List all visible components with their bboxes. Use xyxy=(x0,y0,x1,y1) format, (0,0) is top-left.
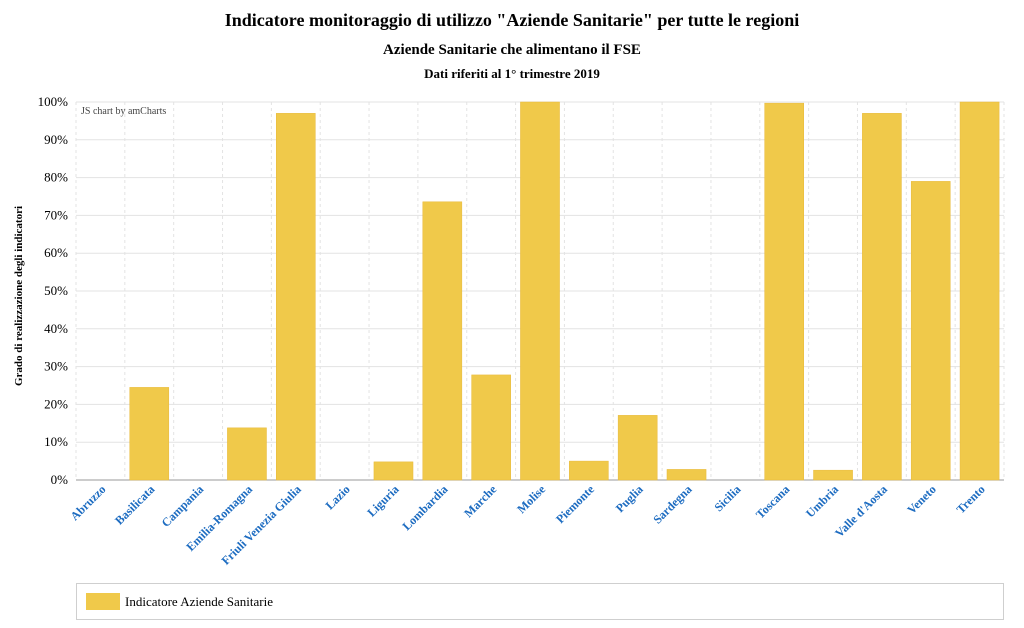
bar xyxy=(422,201,463,481)
y-tick-label: 0% xyxy=(51,472,69,487)
x-tick-label: Sardegna xyxy=(650,482,694,526)
y-tick-label: 10% xyxy=(44,434,68,449)
x-tick-label: Marche xyxy=(461,482,499,520)
x-tick-label: Lombardia xyxy=(400,482,451,533)
x-tick-label: Puglia xyxy=(613,482,646,515)
chart-credit: JS chart by amCharts xyxy=(81,106,166,117)
bar xyxy=(471,374,511,481)
x-tick-label: Molise xyxy=(514,482,548,516)
x-tick-label: Trento xyxy=(954,482,988,516)
y-tick-label: 80% xyxy=(44,170,68,185)
y-tick-label: 40% xyxy=(44,321,68,336)
bar xyxy=(520,101,560,481)
bar xyxy=(764,102,804,481)
x-tick-label: Lazio xyxy=(323,482,353,512)
legend-swatch[interactable] xyxy=(86,593,120,610)
y-tick-label: 20% xyxy=(44,396,68,411)
y-tick-label: 100% xyxy=(38,94,69,109)
x-tick-label: Umbria xyxy=(803,482,841,520)
bar xyxy=(862,113,902,481)
x-tick-label: Basilicata xyxy=(112,482,157,527)
x-tick-label: Sicilia xyxy=(711,482,743,514)
x-tick-label: Campania xyxy=(159,482,207,530)
bar xyxy=(276,113,316,481)
legend-label: Indicatore Aziende Sanitarie xyxy=(125,594,273,609)
bar xyxy=(910,181,951,481)
y-tick-label: 90% xyxy=(44,132,68,147)
bar xyxy=(373,461,414,481)
x-tick-label: Veneto xyxy=(904,482,939,517)
bar xyxy=(959,101,1000,481)
y-axis-title: Grado di realizzazione degli indicatori xyxy=(13,206,25,386)
chart-subtitle: Aziende Sanitarie che alimentano il FSE xyxy=(383,42,641,58)
bar xyxy=(227,427,267,481)
bar xyxy=(569,460,609,481)
chart-title: Indicatore monitoraggio di utilizzo "Azi… xyxy=(224,10,800,30)
bar xyxy=(666,469,707,481)
x-tick-label: Valle d'Aosta xyxy=(832,482,890,540)
x-tick-label: Abruzzo xyxy=(68,482,109,523)
chart-period: Dati riferiti al 1° trimestre 2019 xyxy=(424,66,600,81)
bar-chart: 0% 10% 20% 30% 40% 50% 60% 70% 80% 90% 100% JS char… xyxy=(13,94,1005,568)
bar xyxy=(617,415,658,481)
bar xyxy=(129,387,170,481)
y-tick-label: 50% xyxy=(44,283,68,298)
y-tick-label: 70% xyxy=(44,207,68,222)
legend: Indicatore Aziende Sanitarie xyxy=(76,583,1004,620)
y-tick-label: 30% xyxy=(44,359,68,374)
x-tick-label: Liguria xyxy=(364,482,401,519)
y-tick-label: 60% xyxy=(44,245,68,260)
x-tick-label: Toscana xyxy=(753,482,792,521)
x-tick-label: Piemonte xyxy=(553,482,597,526)
bar xyxy=(813,469,853,481)
